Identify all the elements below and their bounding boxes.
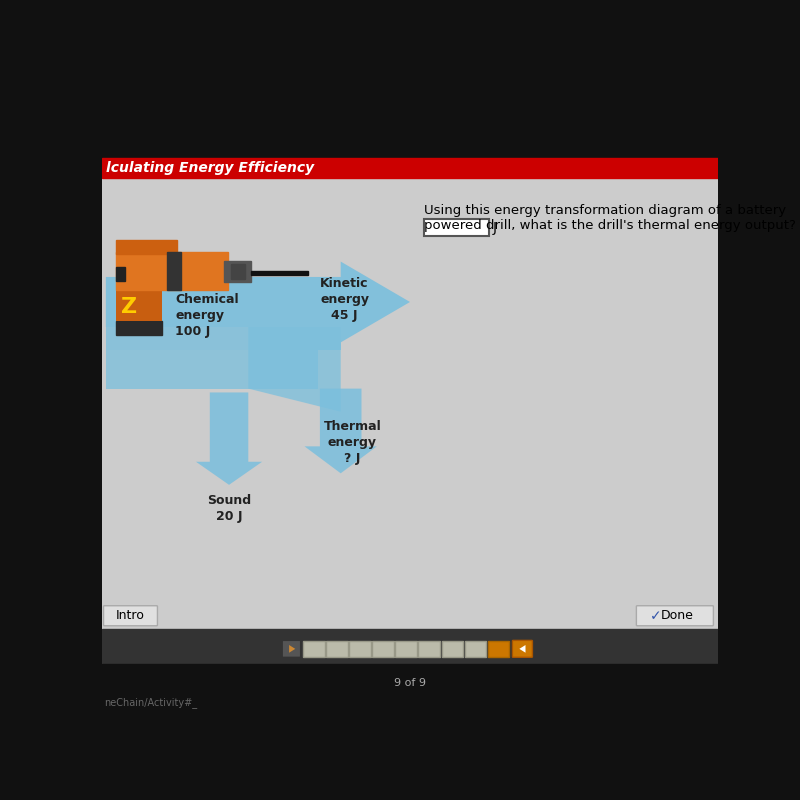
FancyBboxPatch shape bbox=[103, 606, 158, 626]
FancyBboxPatch shape bbox=[636, 606, 714, 626]
Text: lculating Energy Efficiency: lculating Energy Efficiency bbox=[106, 162, 314, 175]
Bar bbox=[102, 178, 718, 629]
Bar bbox=[116, 267, 125, 281]
Text: Sound
20 J: Sound 20 J bbox=[207, 494, 251, 523]
Polygon shape bbox=[106, 350, 318, 389]
Text: Done: Done bbox=[661, 610, 694, 622]
Bar bbox=[167, 251, 182, 290]
Polygon shape bbox=[305, 389, 377, 474]
FancyBboxPatch shape bbox=[326, 641, 348, 657]
FancyBboxPatch shape bbox=[488, 641, 510, 657]
Bar bbox=[102, 96, 718, 158]
Polygon shape bbox=[519, 645, 526, 653]
Polygon shape bbox=[248, 327, 341, 412]
Bar bbox=[102, 664, 718, 712]
Bar bbox=[102, 158, 718, 178]
FancyBboxPatch shape bbox=[282, 640, 301, 658]
FancyBboxPatch shape bbox=[424, 219, 490, 236]
Polygon shape bbox=[106, 327, 341, 350]
Text: Chemical
energy
100 J: Chemical energy 100 J bbox=[175, 293, 238, 338]
Bar bbox=[250, 270, 308, 274]
Polygon shape bbox=[106, 262, 410, 342]
Text: Intro: Intro bbox=[116, 610, 145, 622]
Bar bbox=[116, 321, 162, 334]
Bar bbox=[116, 240, 178, 254]
FancyBboxPatch shape bbox=[442, 641, 463, 657]
Bar bbox=[231, 264, 246, 279]
Bar bbox=[116, 251, 227, 290]
Text: J: J bbox=[492, 221, 496, 234]
Bar bbox=[102, 629, 718, 664]
FancyBboxPatch shape bbox=[303, 641, 325, 657]
Polygon shape bbox=[196, 393, 262, 485]
FancyBboxPatch shape bbox=[465, 641, 486, 657]
Polygon shape bbox=[116, 290, 162, 321]
FancyBboxPatch shape bbox=[372, 641, 394, 657]
Text: Using this energy transformation diagram of a battery
powered drill, what is the: Using this energy transformation diagram… bbox=[424, 204, 796, 232]
Text: ✓: ✓ bbox=[650, 609, 662, 622]
FancyBboxPatch shape bbox=[513, 640, 533, 658]
Polygon shape bbox=[289, 645, 295, 653]
Text: Thermal
energy
? J: Thermal energy ? J bbox=[323, 420, 381, 465]
Text: neChain/Activity#_: neChain/Activity#_ bbox=[104, 698, 198, 708]
Text: Kinetic
energy
45 J: Kinetic energy 45 J bbox=[320, 277, 369, 322]
Text: 9 of 9: 9 of 9 bbox=[394, 678, 426, 688]
FancyBboxPatch shape bbox=[349, 641, 370, 657]
FancyBboxPatch shape bbox=[418, 641, 440, 657]
Text: Z: Z bbox=[121, 297, 137, 317]
Bar bbox=[224, 261, 250, 282]
FancyBboxPatch shape bbox=[395, 641, 417, 657]
